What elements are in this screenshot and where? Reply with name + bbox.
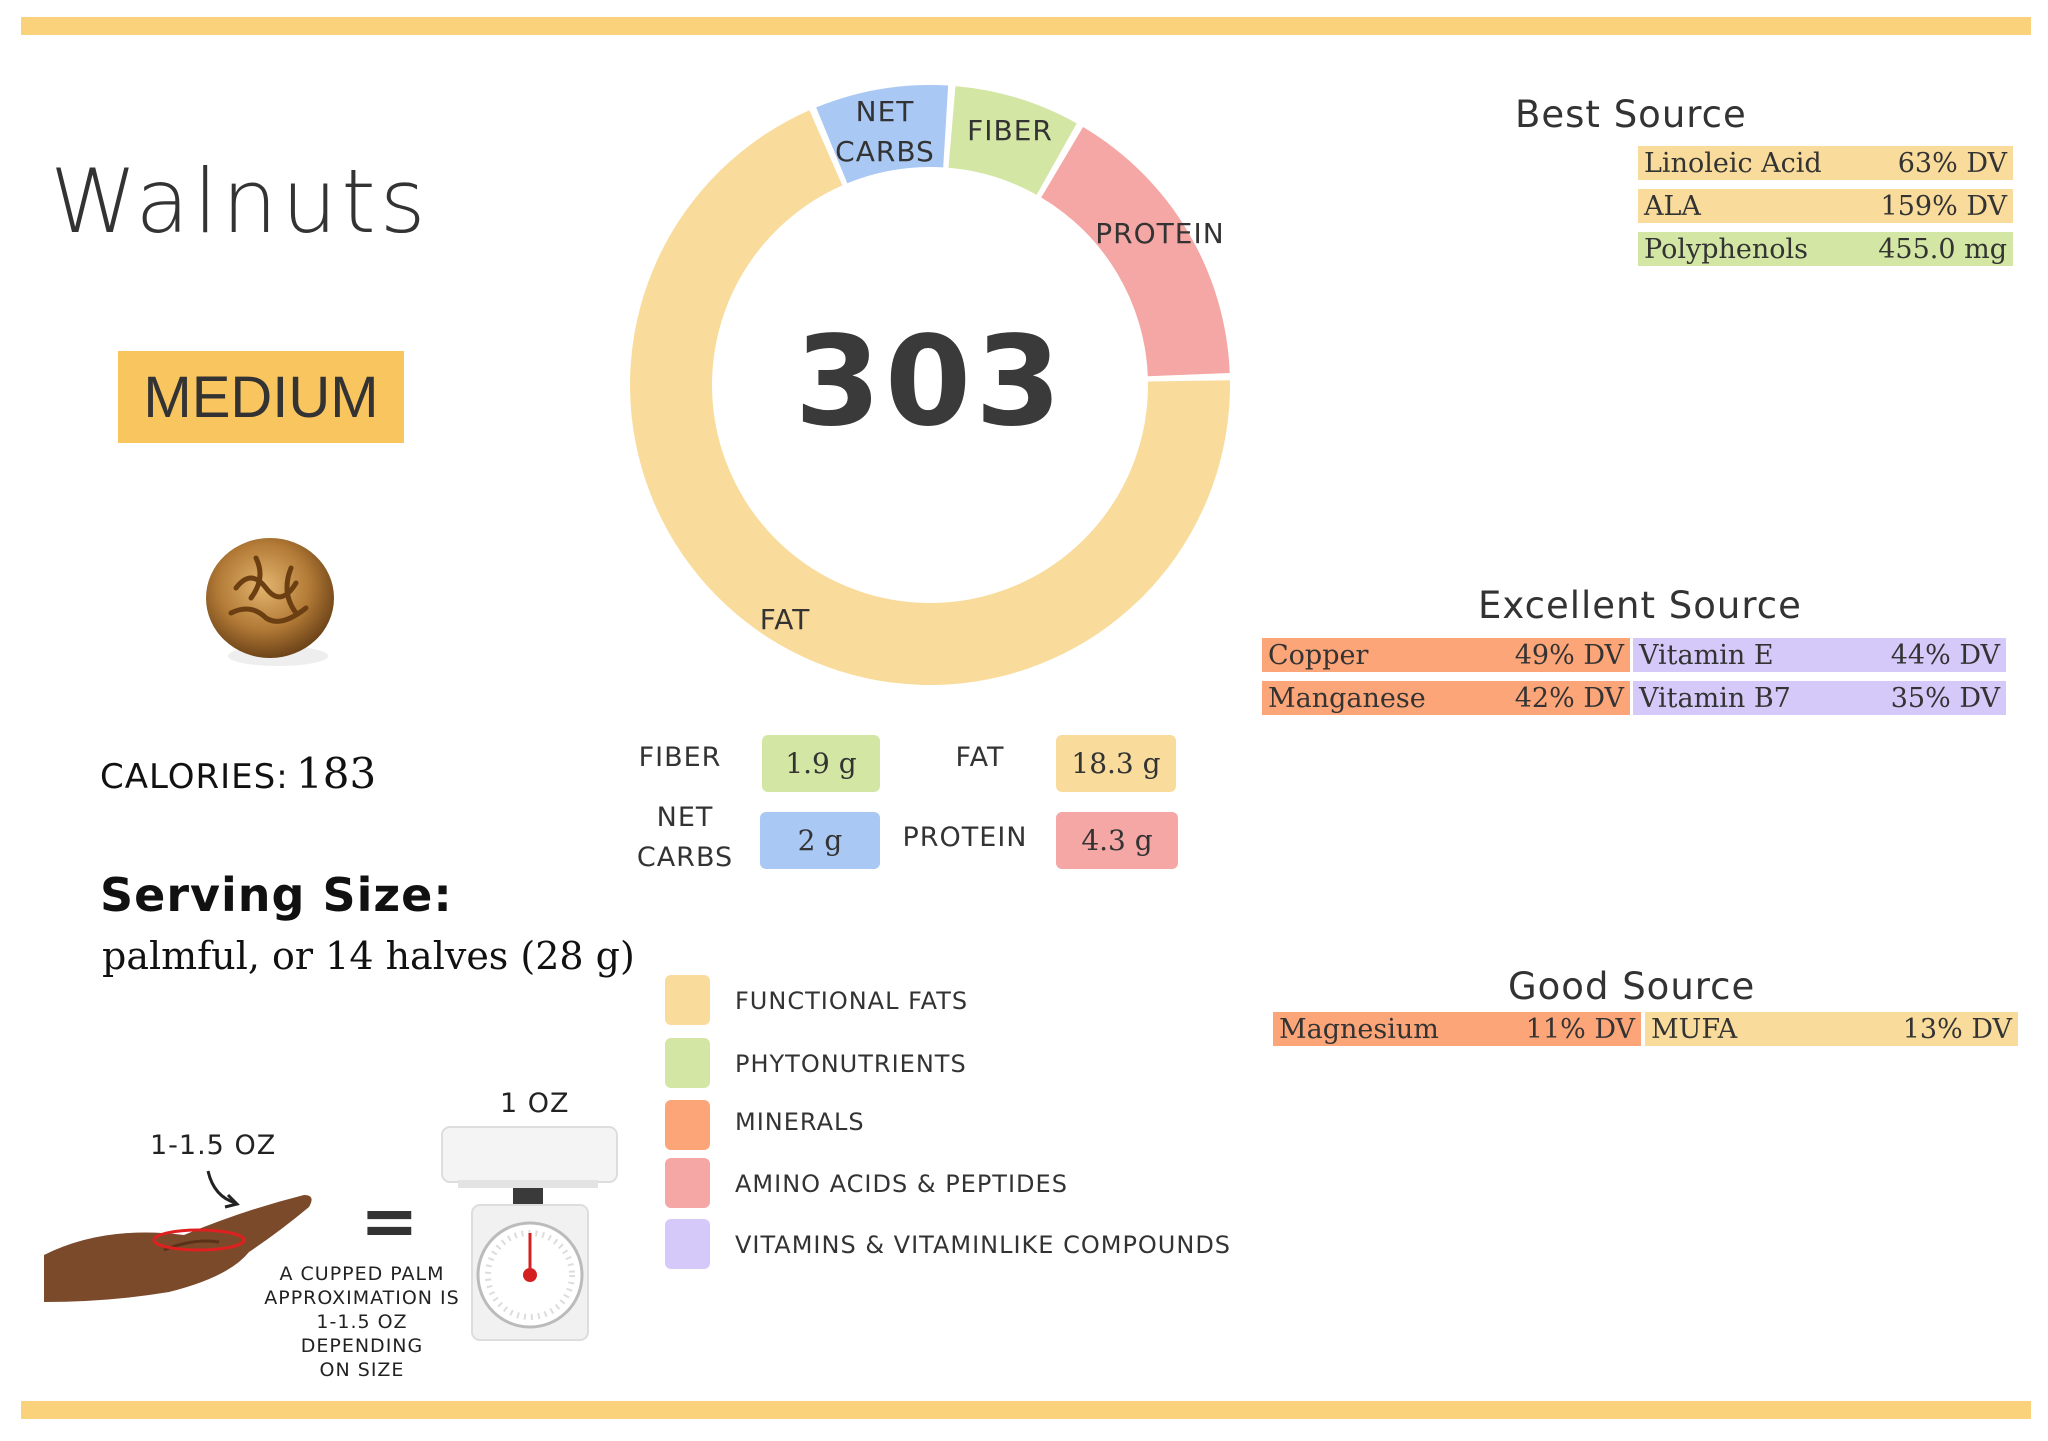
top-border [21, 17, 2031, 35]
bottom-border [21, 1401, 2031, 1419]
scale-oz-label: 1 OZ [500, 1088, 570, 1119]
legend-swatch [665, 1100, 710, 1150]
legend-item: PHYTONUTRIENTS [665, 1038, 966, 1088]
good-source-row: MUFA 13% DV [1645, 1012, 2018, 1046]
best-source-row: ALA 159% DV [1638, 189, 2013, 223]
excellent-source-row: Manganese 42% DV [1262, 681, 1630, 715]
legend-label: AMINO ACIDS & PEPTIDES [735, 1170, 1068, 1198]
cupped-hand-image [44, 1195, 312, 1302]
level-badge: MEDIUM [118, 351, 404, 443]
excellent-source-row: Vitamin E 44% DV [1633, 638, 2006, 672]
excellent-source-title: Excellent Source [1478, 584, 1802, 627]
good-source-row: Magnesium 11% DV [1273, 1012, 1641, 1046]
excellent-source-row: Copper 49% DV [1262, 638, 1630, 672]
macro-donut-chart [630, 85, 1230, 685]
legend-label: PHYTONUTRIENTS [735, 1050, 967, 1078]
walnut-image [206, 538, 334, 666]
legend-item: FUNCTIONAL FATS [665, 975, 967, 1025]
legend-swatch [665, 975, 710, 1025]
equals-sign: = [360, 1180, 419, 1262]
best-source-title: Best Source [1515, 93, 1747, 136]
fat-value: 18.3 g [1056, 735, 1176, 792]
kitchen-scale-image [441, 1126, 618, 1341]
best-source-row: Linoleic Acid 63% DV [1638, 146, 2013, 180]
legend-swatch [665, 1219, 710, 1269]
legend-item: VITAMINS & VITAMINLIKE COMPOUNDS [665, 1219, 1230, 1269]
donut-slice-fiber [948, 86, 1077, 195]
calorie-total: 303 [794, 310, 1066, 454]
netcarbs-slice-label: NET CARBS [835, 95, 935, 168]
serving-size-title: Serving Size: [100, 868, 453, 922]
legend-item: MINERALS [665, 1100, 864, 1150]
legend-swatch [665, 1038, 710, 1088]
arrow-icon [206, 1170, 240, 1209]
protein-slice-label: PROTEIN [1095, 217, 1225, 250]
fat-slice-label: FAT [759, 603, 811, 636]
fiber-value: 1.9 g [762, 735, 880, 792]
fiber-slice-label: FIBER [967, 114, 1053, 147]
legend-label: FUNCTIONAL FATS [735, 987, 969, 1015]
legend-label: MINERALS [735, 1108, 865, 1136]
excellent-source-row: Vitamin B7 35% DV [1633, 681, 2006, 715]
calories-label: CALORIES: [100, 757, 289, 797]
protein-label: PROTEIN [902, 822, 1028, 853]
palm-note: A CUPPED PALM APPROXIMATION IS 1-1.5 OZ … [264, 1263, 460, 1381]
donut-slice-protein [1041, 126, 1230, 377]
legend-item: AMINO ACIDS & PEPTIDES [665, 1158, 1067, 1208]
fat-label: FAT [955, 742, 1005, 773]
best-source-row: Polyphenols 455.0 mg [1638, 232, 2013, 266]
good-source-title: Good Source [1508, 965, 1756, 1008]
hand-oz-label: 1-1.5 OZ [150, 1130, 277, 1161]
legend-swatch [665, 1158, 710, 1208]
fiber-label: FIBER [638, 742, 722, 773]
page-title: Walnuts [50, 150, 430, 253]
net-carbs-label: NET CARBS [636, 802, 734, 873]
protein-value: 4.3 g [1056, 812, 1178, 869]
legend-label: VITAMINS & VITAMINLIKE COMPOUNDS [735, 1231, 1232, 1259]
serving-size-text: palmful, or 14 halves (28 g) [102, 934, 635, 978]
donut-slice-net-carbs [816, 85, 949, 184]
net-carbs-value: 2 g [760, 812, 880, 869]
calories-value: 183 [296, 749, 377, 798]
